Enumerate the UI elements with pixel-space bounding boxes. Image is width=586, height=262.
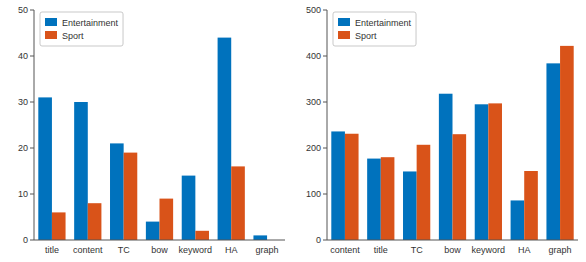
- bar: [367, 159, 381, 240]
- bar: [124, 153, 138, 240]
- panel: 0 10 20 30 40 50 title content TC bow keyword HA gra…: [18, 5, 285, 255]
- y-tick-label: 50: [18, 5, 28, 15]
- bar: [253, 235, 267, 240]
- bar: [488, 103, 502, 240]
- y-tick-label: 400: [306, 51, 321, 61]
- x-tick-label: TC: [411, 245, 423, 255]
- legend-frame: [333, 12, 416, 46]
- y-axis: [34, 10, 35, 240]
- bar: [453, 134, 467, 240]
- bar: [417, 145, 431, 240]
- bar: [475, 104, 489, 240]
- bar: [38, 97, 52, 240]
- legend-swatch: [45, 18, 57, 26]
- y-tick-label: 0: [23, 235, 28, 245]
- y-tick-label: 30: [18, 97, 28, 107]
- bar: [110, 143, 124, 240]
- y-tick: [30, 194, 34, 195]
- bar: [182, 176, 196, 240]
- y-tick-label: 20: [18, 143, 28, 153]
- x-tick-label: graph: [256, 245, 279, 255]
- y-tick: [30, 240, 34, 241]
- x-tick-label: keyword: [472, 245, 506, 255]
- legend-swatch: [338, 18, 350, 26]
- legend: Entertainment Sport: [333, 12, 416, 46]
- x-tick-label: keyword: [179, 245, 213, 255]
- y-tick: [30, 10, 34, 11]
- x-tick-label: title: [45, 245, 59, 255]
- x-tick-label: title: [374, 245, 388, 255]
- bar: [524, 171, 538, 240]
- y-tick: [323, 102, 327, 103]
- bar: [74, 102, 88, 240]
- y-tick: [323, 56, 327, 57]
- legend-label: Entertainment: [62, 18, 119, 28]
- bar: [218, 38, 232, 240]
- y-tick-label: 10: [18, 189, 28, 199]
- y-tick: [323, 194, 327, 195]
- bar: [231, 166, 245, 240]
- y-tick: [30, 56, 34, 57]
- legend-frame: [40, 12, 123, 46]
- x-tick-label: content: [330, 245, 360, 255]
- bar: [195, 231, 209, 240]
- y-tick-label: 300: [306, 97, 321, 107]
- bar: [546, 63, 560, 240]
- bars: [331, 46, 573, 240]
- bar: [331, 131, 345, 240]
- figure: 0 10 20 30 40 50 title content TC bow keyword HA gra…: [0, 0, 586, 262]
- legend-label: Sport: [355, 31, 377, 41]
- x-tick-label: HA: [225, 245, 238, 255]
- bar: [511, 200, 525, 240]
- y-tick: [323, 148, 327, 149]
- x-tick-label: TC: [118, 245, 130, 255]
- x-axis: [327, 240, 578, 241]
- bar: [381, 157, 395, 240]
- y-tick: [323, 10, 327, 11]
- y-tick-label: 500: [306, 5, 321, 15]
- x-tick-label: content: [73, 245, 103, 255]
- y-tick-label: 200: [306, 143, 321, 153]
- y-tick: [30, 148, 34, 149]
- panel: 0 100 200 300 400 500 content title TC bow keyword…: [306, 5, 578, 255]
- y-tick-label: 100: [306, 189, 321, 199]
- y-tick-label: 40: [18, 51, 28, 61]
- bar: [560, 46, 574, 240]
- y-tick-label: 0: [316, 235, 321, 245]
- bar: [52, 212, 66, 240]
- legend-label: Sport: [62, 31, 84, 41]
- legend-swatch: [338, 31, 350, 39]
- bar: [439, 94, 453, 240]
- legend: Entertainment Sport: [40, 12, 123, 46]
- bar: [160, 199, 174, 240]
- bar: [146, 222, 160, 240]
- x-tick-label: bow: [151, 245, 168, 255]
- x-tick-label: bow: [444, 245, 461, 255]
- legend-swatch: [45, 31, 57, 39]
- x-axis: [34, 240, 285, 241]
- bar: [88, 203, 102, 240]
- y-tick: [30, 102, 34, 103]
- bars: [38, 38, 267, 240]
- bar: [345, 134, 359, 240]
- bar: [403, 171, 417, 240]
- x-tick-label: HA: [518, 245, 531, 255]
- legend-label: Entertainment: [355, 18, 412, 28]
- y-axis: [327, 10, 328, 240]
- x-tick-label: graph: [549, 245, 572, 255]
- y-tick: [323, 240, 327, 241]
